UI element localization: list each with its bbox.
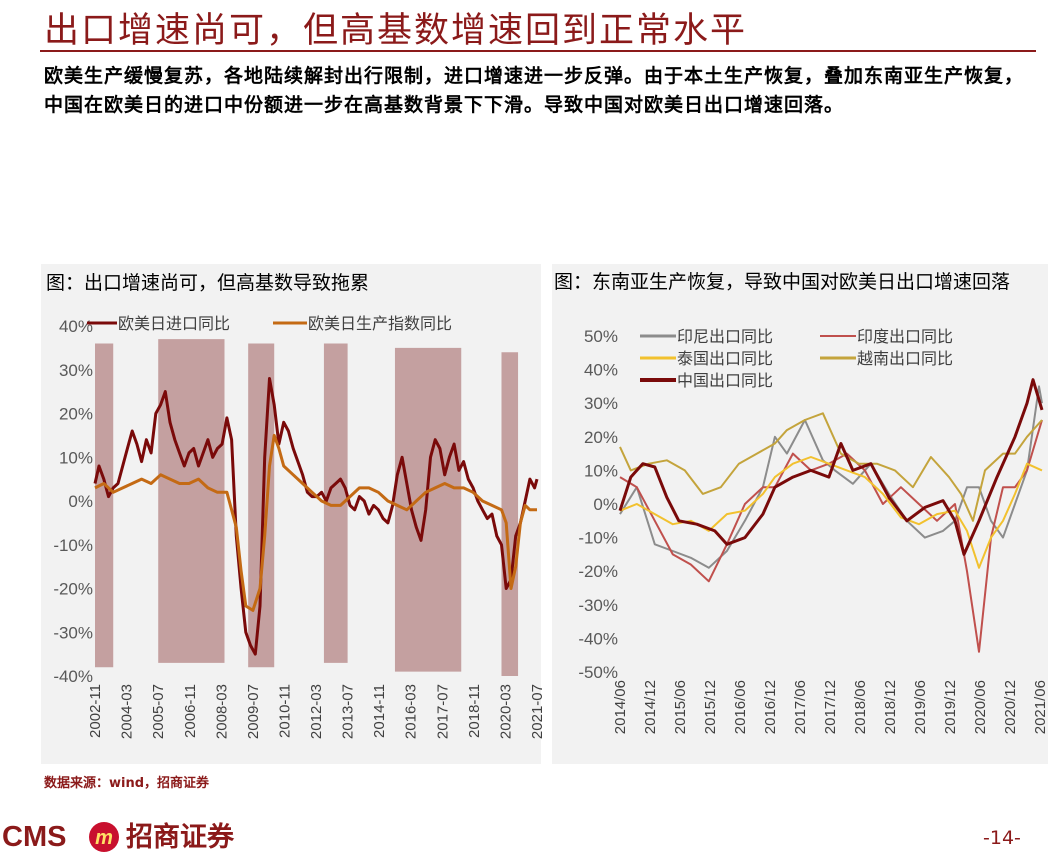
right-chart-panel: 图：东南亚生产恢复，导致中国对欧美日出口增速回落 50% 40% 30% 20% 10%… bbox=[552, 264, 1049, 764]
x-tick-label-10: 2016-03 bbox=[403, 684, 420, 739]
page-title: 出口增速尚可，但高基数增速回到正常水平 bbox=[44, 11, 748, 51]
right-chart-title: 图：东南亚生产恢复，导致中国对欧美日出口增速回落 bbox=[554, 271, 1011, 293]
y-tick-label-7: -30% bbox=[53, 623, 93, 642]
y-tick-label-1: 30% bbox=[59, 361, 93, 380]
y-tick-label-8: -40% bbox=[53, 667, 93, 686]
x-tick-label-2: 2015/06 bbox=[672, 680, 689, 734]
x-tick-label-8: 2013-07 bbox=[340, 684, 357, 739]
y-tick-label-5: 0% bbox=[593, 495, 618, 514]
y-tick-label-4: 0% bbox=[68, 492, 93, 511]
x-tick-label-7: 2017/12 bbox=[822, 680, 839, 734]
y-tick-label-5: -10% bbox=[53, 536, 93, 555]
title-divider bbox=[40, 50, 1036, 52]
left-chart: 40% 30% 20% 10% 0% -10% -20% -30% -40%2002-11 200… bbox=[53, 315, 546, 739]
y-tick-label-3: 20% bbox=[584, 428, 618, 447]
x-tick-label-6: 2017/06 bbox=[792, 680, 809, 734]
y-tick-label-6: -10% bbox=[578, 529, 618, 548]
shaded-period-0 bbox=[95, 343, 114, 668]
shaded-period-1 bbox=[158, 339, 225, 663]
left-chart-panel: 图：出口增速尚可，但高基数导致拖累 40% 30% 20% 10% 0% -10% -20%… bbox=[41, 264, 546, 764]
summary-paragraph: 欧美生产缓慢复苏，各地陆续解封出行限制，进口增速进一步反弹。由于本土生产恢复，叠… bbox=[44, 65, 1025, 116]
series-line-3 bbox=[619, 412, 1043, 522]
cms-logo: CMS m 招商证券 bbox=[2, 816, 302, 856]
series-line-1 bbox=[619, 419, 1043, 653]
legend-label-2: 泰国出口同比 bbox=[677, 350, 773, 368]
y-tick-label-3: 10% bbox=[59, 448, 93, 467]
x-tick-label-10: 2019/06 bbox=[912, 680, 929, 734]
legend-label-0: 欧美日进口同比 bbox=[118, 315, 230, 333]
x-tick-label-4: 2008-03 bbox=[213, 684, 230, 739]
data-source: 数据来源：wind，招商证券 bbox=[44, 776, 210, 791]
x-tick-label-12: 2020/06 bbox=[972, 680, 989, 734]
x-tick-label-3: 2015/12 bbox=[702, 680, 719, 734]
x-tick-label-2: 2005-07 bbox=[150, 684, 167, 739]
x-tick-label-13: 2020/12 bbox=[1002, 680, 1019, 734]
x-tick-label-14: 2021-07 bbox=[529, 684, 546, 739]
logo-text: CMS bbox=[2, 821, 66, 853]
x-tick-label-11: 2019/12 bbox=[942, 680, 959, 734]
x-tick-label-13: 2020-03 bbox=[497, 684, 514, 739]
x-tick-label-5: 2009-07 bbox=[245, 684, 262, 739]
x-tick-label-11: 2017-07 bbox=[434, 684, 451, 739]
series-line-0 bbox=[619, 385, 1043, 569]
x-tick-label-6: 2010-11 bbox=[276, 684, 293, 738]
y-tick-label-7: -20% bbox=[578, 562, 618, 581]
shaded-period-3 bbox=[323, 343, 348, 663]
y-tick-label-2: 20% bbox=[59, 405, 93, 424]
logo-badge-icon bbox=[89, 822, 119, 852]
x-tick-label-4: 2016/06 bbox=[732, 680, 749, 734]
y-tick-label-4: 10% bbox=[584, 461, 618, 480]
x-tick-label-5: 2016/12 bbox=[762, 680, 779, 734]
y-tick-label-9: -40% bbox=[578, 629, 618, 648]
legend-label-4: 中国出口同比 bbox=[677, 372, 773, 390]
logo-cn-text: 招商证券 bbox=[126, 821, 235, 852]
y-tick-label-0: 50% bbox=[584, 327, 618, 346]
legend-label-3: 越南出口同比 bbox=[857, 350, 953, 368]
x-tick-label-0: 2002-11 bbox=[87, 684, 104, 738]
legend-label-1: 欧美日生产指数同比 bbox=[308, 315, 452, 333]
y-tick-label-6: -20% bbox=[53, 580, 93, 599]
legend-label-0: 印尼出口同比 bbox=[677, 328, 773, 346]
x-tick-label-1: 2014/12 bbox=[642, 680, 659, 734]
logo-badge-letter: m bbox=[95, 827, 113, 849]
x-tick-label-9: 2014-11 bbox=[371, 684, 388, 738]
x-tick-label-14: 2021/06 bbox=[1032, 680, 1049, 734]
y-tick-label-1: 40% bbox=[584, 361, 618, 380]
x-tick-label-0: 2014/06 bbox=[612, 680, 629, 734]
right-chart: 50%40%30%20%10%0%-10%-20%-30%-40%-50%201… bbox=[578, 327, 1049, 734]
x-tick-label-8: 2018/06 bbox=[852, 680, 869, 734]
series-line-4 bbox=[618, 378, 1044, 556]
series-line-1 bbox=[94, 433, 537, 612]
x-tick-label-7: 2012-03 bbox=[308, 684, 325, 739]
left-chart-title: 图：出口增速尚可，但高基数导致拖累 bbox=[46, 272, 370, 294]
x-tick-label-3: 2006-11 bbox=[182, 684, 199, 738]
shaded-period-2 bbox=[248, 343, 275, 668]
x-tick-label-9: 2018/12 bbox=[882, 680, 899, 734]
y-tick-label-2: 30% bbox=[584, 394, 618, 413]
x-tick-label-1: 2004-03 bbox=[119, 684, 136, 739]
y-tick-label-8: -30% bbox=[578, 596, 618, 615]
x-tick-label-12: 2018-11 bbox=[466, 684, 483, 738]
y-tick-label-10: -50% bbox=[578, 663, 618, 682]
page-number: -14- bbox=[983, 827, 1021, 849]
shaded-period-5 bbox=[501, 352, 519, 676]
y-tick-label-0: 40% bbox=[59, 317, 93, 336]
legend-label-1: 印度出口同比 bbox=[857, 328, 953, 346]
